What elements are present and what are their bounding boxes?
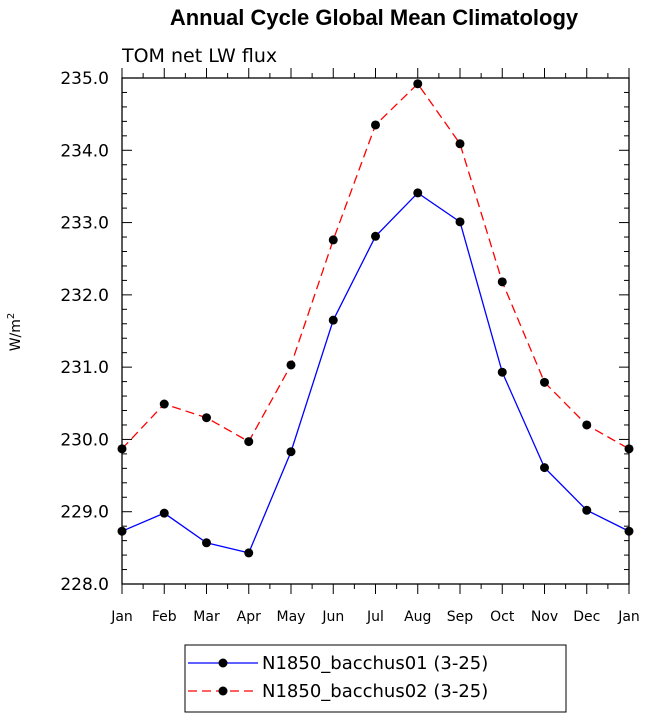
series-2-point [286, 360, 296, 370]
series-1-point [540, 463, 549, 473]
axis-tick-labels: 228.0 229.0 230.0 231.0 232.0 233.0 234.0 235.0… [60, 69, 639, 625]
y-tick-label: 232.0 [60, 286, 109, 306]
y-tick-label: 230.0 [60, 430, 109, 450]
x-tick-label: May [277, 609, 306, 625]
x-tick-label: Aug [404, 609, 431, 625]
x-tick-label: Sep [447, 609, 474, 625]
x-tick-label: Jun [321, 609, 344, 625]
series-2-point [540, 377, 549, 387]
y-axis-label: W/m2 [6, 313, 24, 352]
legend-label-2: N1850_bacchus02 (3-25) [262, 681, 488, 702]
series-2-point [328, 235, 338, 245]
legend-marker-2 [218, 686, 228, 696]
legend-marker-1 [218, 658, 228, 668]
series-2-point [244, 437, 254, 447]
plot-series [117, 79, 634, 558]
series-1-point [455, 217, 465, 227]
legend-label-1: N1850_bacchus01 (3-25) [262, 653, 488, 674]
series-2-point [371, 120, 380, 130]
y-tick-label: 229.0 [60, 503, 109, 523]
series-1-point [328, 315, 338, 325]
x-tick-label: Nov [531, 609, 558, 625]
series-2-point [497, 277, 507, 287]
series-1-point [582, 505, 592, 515]
series-2-point [582, 420, 592, 430]
series-2-point [455, 139, 465, 149]
y-tick-label: 231.0 [60, 358, 109, 378]
y-axis-label-base: W/m [8, 319, 24, 351]
series-1-point [371, 231, 380, 241]
x-tick-label: Jul [366, 609, 384, 625]
plot-frame [121, 77, 630, 585]
series-1-point [159, 508, 169, 518]
y-tick-label: 233.0 [60, 214, 109, 234]
series-1-point [497, 367, 507, 377]
legend-box [184, 644, 567, 713]
chart-subtitle: TOM net LW flux [121, 45, 277, 67]
x-tick-label: Jan [617, 609, 640, 625]
axis-ticks [121, 68, 630, 594]
y-axis-label-sup: 2 [6, 313, 17, 319]
x-tick-label: Mar [193, 609, 220, 625]
x-tick-label: Oct [490, 609, 515, 625]
y-tick-label: 235.0 [60, 69, 109, 89]
series-1-point [286, 447, 296, 457]
series-2-point [159, 399, 169, 409]
x-tick-label: Feb [152, 609, 177, 625]
series-2-point [202, 413, 211, 423]
series-1-point [244, 548, 254, 558]
series-line-1 [121, 192, 630, 554]
x-tick-label: Dec [573, 609, 600, 625]
series-line-2 [121, 82, 630, 450]
x-tick-label: Jan [110, 609, 133, 625]
y-tick-label: 234.0 [60, 141, 109, 161]
series-1-point [202, 538, 211, 548]
chart-title: Annual Cycle Global Mean Climatology [170, 5, 579, 30]
x-tick-label: Apr [237, 609, 261, 625]
y-tick-label: 228.0 [60, 575, 109, 595]
series-1-point [413, 188, 423, 198]
series-2-point [413, 79, 423, 89]
legend: N1850_bacchus01 (3-25) N1850_bacchus02 (3… [188, 653, 488, 702]
